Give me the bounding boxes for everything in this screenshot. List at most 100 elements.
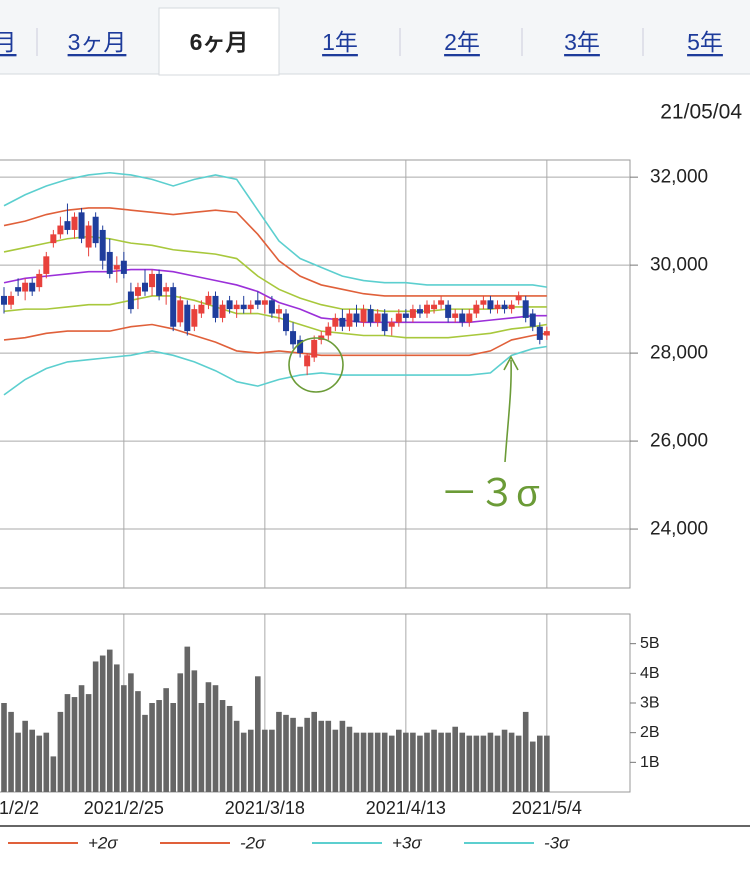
legend-label: -2σ	[240, 834, 266, 853]
period-tab[interactable]: 6ヶ月	[190, 29, 249, 55]
volume-bar	[480, 735, 487, 792]
candle-body	[473, 304, 480, 314]
volume-bar	[43, 732, 50, 792]
volume-bar	[311, 711, 317, 792]
candle-body	[163, 287, 170, 292]
volume-bar	[85, 694, 92, 792]
candle-body	[297, 339, 304, 354]
period-tab[interactable]: 3ヶ月	[68, 29, 127, 55]
y-tick-label: 1B	[640, 754, 660, 771]
period-tab[interactable]: 月	[0, 29, 17, 55]
volume-bar	[508, 732, 515, 792]
volume-bar	[431, 729, 437, 792]
volume-bar	[297, 726, 303, 792]
candle-body	[71, 216, 78, 230]
band-line	[3, 323, 547, 357]
period-tab[interactable]: 5年	[687, 29, 723, 55]
volume-bar	[396, 729, 402, 792]
candle-body	[106, 251, 113, 274]
candle-body	[275, 309, 282, 314]
volume-bar	[424, 732, 430, 792]
volume-bar	[128, 673, 134, 792]
period-tab[interactable]: 3年	[564, 29, 600, 55]
candle-body	[92, 216, 99, 244]
volume-bar	[163, 688, 169, 792]
volume-bar	[212, 685, 219, 792]
volume-bar	[50, 756, 57, 792]
volume-bar	[332, 729, 339, 792]
price-plot-frame	[0, 159, 631, 589]
annotation-arrow	[504, 359, 512, 463]
volume-bar	[22, 720, 28, 792]
volume-bar	[438, 732, 444, 792]
volume-bar	[29, 729, 35, 792]
x-tick-label: 2021/3/18	[225, 798, 305, 818]
candle-body	[99, 229, 106, 261]
x-tick-label: 2021/5/4	[512, 798, 582, 818]
candle-body	[177, 300, 184, 323]
candle-body	[219, 304, 226, 318]
period-tab[interactable]: 2年	[444, 29, 480, 55]
candle-body	[311, 339, 318, 358]
candle-body	[381, 313, 388, 332]
candle-body	[226, 300, 233, 310]
candle-body	[254, 300, 261, 305]
volume-bar	[99, 655, 106, 792]
volume-bar	[255, 676, 261, 792]
volume-bar	[339, 720, 346, 792]
band-line	[3, 171, 547, 288]
volume-bar	[529, 741, 536, 792]
volume-bar	[473, 735, 480, 792]
volume-bar	[205, 682, 212, 792]
candle-body	[142, 282, 148, 292]
candle-body	[395, 313, 402, 323]
volume-bar	[121, 685, 127, 792]
band-line	[3, 345, 547, 396]
legend-label: +3σ	[392, 834, 422, 853]
volume-bar	[71, 697, 78, 792]
volume-bar	[325, 720, 332, 792]
volume-bar	[57, 711, 64, 792]
volume-bar	[494, 735, 501, 792]
annotation-arrowhead	[503, 355, 519, 371]
volume-bar	[487, 732, 494, 792]
candle-body	[367, 309, 374, 323]
candle-body	[8, 295, 15, 305]
tab-bar	[0, 0, 750, 74]
volume-bar	[381, 732, 388, 792]
candle-body	[170, 287, 177, 327]
candle-body	[233, 304, 240, 310]
volume-bar	[8, 711, 14, 792]
candle-body	[346, 313, 353, 327]
annotation-label: －３σ	[440, 473, 539, 515]
candle-body	[134, 287, 141, 296]
volume-bar	[219, 700, 226, 792]
candle-body	[120, 260, 127, 274]
volume-bar	[544, 735, 550, 792]
candle-body	[431, 304, 438, 310]
candle-body	[515, 295, 522, 301]
legend-label: +2σ	[88, 834, 118, 853]
period-tab[interactable]: 1年	[322, 29, 358, 55]
candle-body	[466, 313, 473, 323]
candle-body	[409, 309, 416, 318]
volume-bar	[466, 735, 473, 792]
volume-bar	[240, 732, 247, 792]
y-tick-label: 28,000	[650, 343, 708, 364]
volume-bar	[403, 732, 409, 792]
candle-body	[43, 256, 50, 274]
candle-body	[212, 295, 219, 318]
candle-body	[360, 309, 367, 323]
candle-body	[64, 221, 71, 230]
candle-body	[57, 225, 64, 235]
candle-body	[127, 291, 134, 310]
candle-body	[494, 304, 501, 310]
volume-bar	[452, 726, 458, 792]
volume-bar	[106, 649, 113, 792]
volume-bar	[290, 717, 296, 792]
candle-body	[22, 282, 29, 292]
y-tick-label: 4B	[640, 665, 660, 682]
volume-bar	[142, 714, 148, 792]
volume-bar	[198, 703, 205, 792]
y-tick-label: 3B	[640, 695, 660, 712]
